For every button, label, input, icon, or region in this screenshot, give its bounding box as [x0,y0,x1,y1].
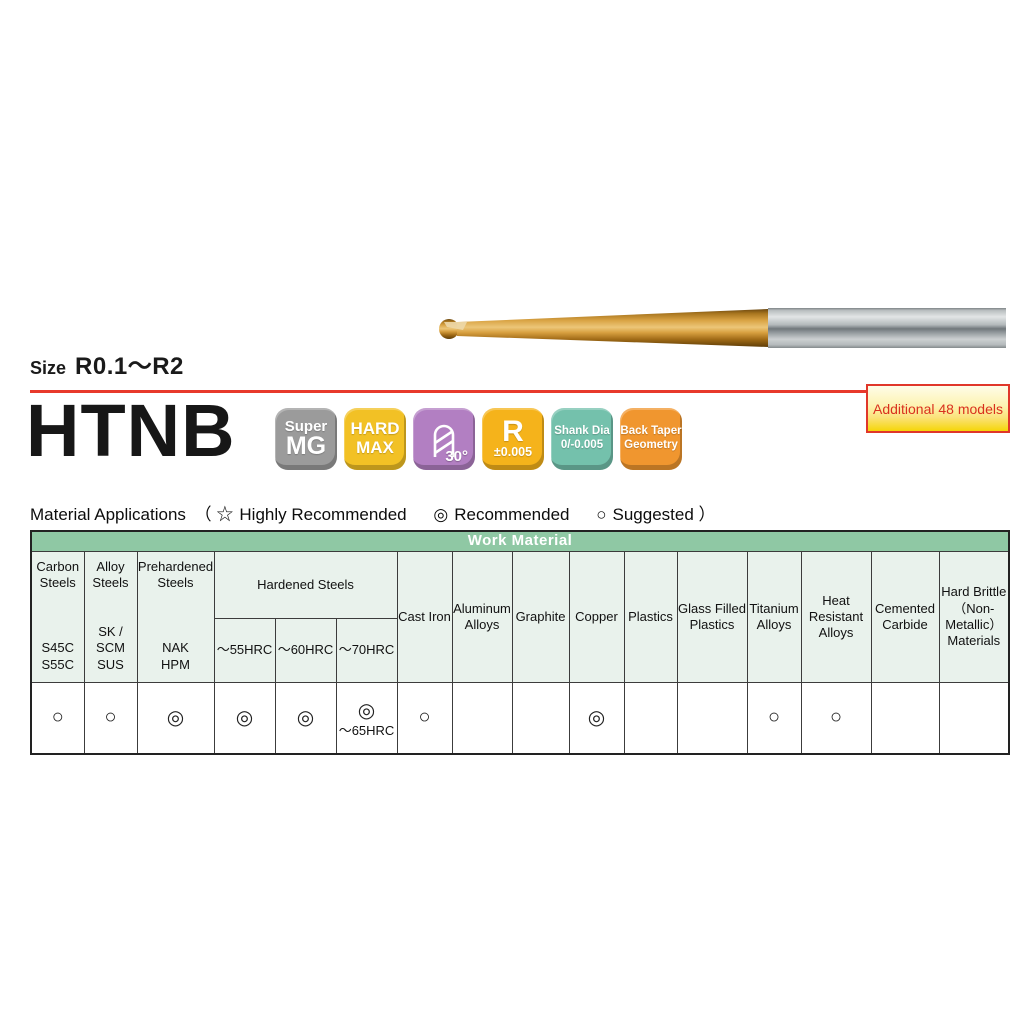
col-alloy-steels: Alloy Steels SK / SCM SUS [83,551,138,683]
legend-item-text: Suggested [612,505,694,524]
badge-shank-dia: Shank Dia 0/-0.005 [551,408,613,470]
col-hard-brittle-materials: Hard Brittle （Non-Metallic） Materials [938,551,1010,683]
size-label: Size [30,358,67,378]
badge-back-taper: Back Taper Geometry [620,408,682,470]
red-divider-line [30,390,866,393]
additional-models-text: Additional 48 models [873,400,1003,417]
cell-cemented-carbide [870,681,940,755]
feature-badges: Super MG HARD MAX 30° R ±0.005 Shank Dia… [275,408,682,470]
cell-70hrc: ◎ ～65HRC [335,681,398,755]
work-material-table: Work Material Carbon Steels S45C S55C All… [30,530,1011,755]
circle-symbol: ○ [596,505,607,524]
table-banner: Work Material [30,530,1010,552]
col-glass-filled-plastics: Glass Filled Plastics [676,551,748,683]
ball-end-helix-icon [433,424,455,457]
cell-copper: ◎ [568,681,625,755]
legend-label: Material Applications [30,505,186,524]
legend-item-text: Recommended [454,505,570,524]
col-aluminum-alloys: Aluminum Alloys [451,551,513,683]
cell-55hrc: ◎ [213,681,276,755]
col-titanium-alloys: Titanium Alloys [746,551,802,683]
cell-aluminum-alloys [451,681,513,755]
cell-alloy-steels: ○ [83,681,138,755]
hrc-limit-note: ～65HRC [338,723,395,739]
badge-30deg-label: 30° [445,448,468,465]
tapered-neck [457,309,768,347]
application-row: ○ ○ ◎ ◎ ◎ ◎ ～65HRC ○ ◎ ○ ○ [30,681,1010,755]
col-60hrc: ～60HRC [274,617,337,683]
badge-hard-max: HARD MAX [344,408,406,470]
col-plastics: Plastics [623,551,678,683]
cell-heat-resistant-alloys: ○ [800,681,872,755]
cell-cast-iron: ○ [396,681,453,755]
col-heat-resistant-alloys: Heat Resistant Alloys [800,551,872,683]
cell-plastics [623,681,678,755]
col-cast-iron: Cast Iron [396,551,453,683]
col-copper: Copper [568,551,625,683]
col-prehardened-steels: Prehardened Steels NAK HPM [136,551,215,683]
badge-r-tolerance: R ±0.005 [482,408,544,470]
legend-open-paren: （ [194,505,212,524]
flute-highlight [444,322,467,330]
cell-hard-brittle-materials [938,681,1010,755]
cell-glass-filled-plastics [676,681,748,755]
cell-graphite [511,681,570,755]
product-name: HTNB [26,389,236,472]
shank [768,308,1006,348]
col-graphite: Graphite [511,551,570,683]
cell-titanium-alloys: ○ [746,681,802,755]
additional-models-callout: Additional 48 models [866,384,1010,433]
legend-close-paren: ） [698,505,716,524]
col-cemented-carbide: Cemented Carbide [870,551,940,683]
cell-carbon-steels: ○ [30,681,85,755]
cell-prehardened-steels: ◎ [136,681,215,755]
col-55hrc: ～55HRC [213,617,276,683]
size-line: Size R0.1～R2 [30,346,184,381]
col-hardened-steels-group: Hardened Steels [213,551,398,619]
material-applications-legend: Material Applications （ ☆ Highly Recommen… [30,500,716,525]
size-value: R0.1～R2 [75,353,184,380]
end-mill-photo [439,308,1006,348]
badge-super-mg: Super MG [275,408,337,470]
legend-item-text: Highly Recommended [239,505,407,524]
badge-helix-30deg: 30° [413,408,475,470]
double-circle-symbol: ◎ [433,505,449,524]
cell-60hrc: ◎ [274,681,337,755]
star-symbol: ☆ [216,505,234,524]
col-70hrc: ～70HRC [335,617,398,683]
col-carbon-steels: Carbon Steels S45C S55C [30,551,85,683]
